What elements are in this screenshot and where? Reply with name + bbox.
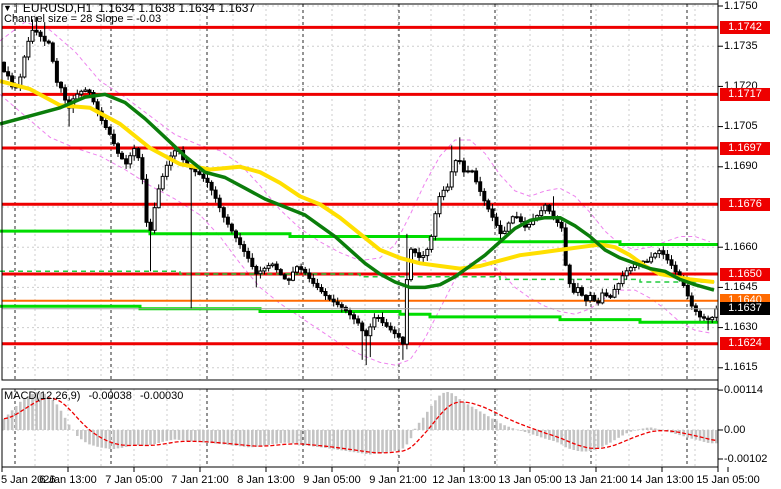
macd-signal-value: -0.00030: [139, 390, 184, 402]
macd-signal-line: [3, 397, 717, 454]
level-price-badge: 1.1676: [720, 197, 770, 211]
dashed-support-line[interactable]: [0, 270, 718, 283]
macd-header: MACD(12,26,9) -0.00038 -0.00030: [4, 390, 188, 402]
level-price-badge: 1.1717: [720, 87, 770, 101]
price-axis-label: 1.1735: [724, 39, 758, 52]
time-axis-label: 13 Jan 05:00: [498, 474, 562, 486]
channel-lower-band: [0, 94, 711, 366]
time-axis-label: 7 Jan 21:00: [171, 474, 229, 486]
axis-ticks: [1, 5, 729, 472]
symbol-dropdown-icon[interactable]: ▼: [3, 3, 17, 13]
macd-axis-label: 0.00114: [724, 383, 763, 396]
time-axis-label: 15 Jan 05:00: [696, 474, 760, 486]
price-axis-label: 1.1615: [724, 361, 758, 374]
level-price-badge: 1.1624: [720, 337, 770, 351]
level-price-badge: 1.1650: [720, 267, 770, 281]
price-axis-label: 1.1720: [724, 79, 758, 92]
channel-band-lines: [0, 21, 711, 366]
price-axis-label: 1.1750: [724, 0, 758, 12]
time-axis-label: 5 Jan 2026: [1, 474, 56, 486]
time-axis-label: 8 Jan 13:00: [237, 474, 295, 486]
price-axis-label: 1.1630: [724, 321, 758, 334]
macd-indicator: [2, 392, 718, 455]
channel-annotation: Channel size = 28 Slope = -0.03: [4, 13, 162, 25]
macd-indicator-label: MACD(12,26,9): [4, 390, 81, 402]
moving-averages: [0, 79, 715, 292]
time-axis-label: 12 Jan 13:00: [432, 474, 496, 486]
day-separator-lines: [14, 4, 688, 467]
ma-green-line: [0, 92, 715, 292]
time-axis-label: 9 Jan 05:00: [303, 474, 361, 486]
price-axis-label: 1.1705: [724, 120, 758, 133]
price-axis-label: 1.1660: [724, 240, 758, 253]
ohlc-readout: 1.1634 1.1638 1.1634 1.1637: [98, 1, 256, 15]
macd-axis-label: 0.00: [724, 423, 746, 436]
level-price-badge: 1.1697: [720, 141, 770, 155]
time-axis-label: 14 Jan 13:00: [630, 474, 694, 486]
pane-borders: [1, 0, 719, 472]
time-axis-label: 6 Jan 13:00: [39, 474, 97, 486]
time-axis-label: 9 Jan 21:00: [369, 474, 427, 486]
symbol-title: EURUSD,H1: [22, 1, 93, 15]
level-price-badge: 1.1742: [720, 20, 770, 34]
grid-lines: [2, 4, 718, 467]
channel-upper-band: [0, 21, 711, 262]
macd-axis-label: -0.00102: [724, 452, 768, 465]
macd-value: -0.00038: [88, 390, 132, 402]
time-axis-label: 13 Jan 21:00: [564, 474, 628, 486]
chart-header: ▼ EURUSD,H1 1.1634 1.1638 1.1634 1.1637: [3, 1, 255, 15]
time-axis-label: 7 Jan 05:00: [105, 474, 163, 486]
candlestick-series: [2, 16, 719, 366]
ma-yellow-line: [0, 79, 715, 284]
price-axis-label: 1.1645: [724, 280, 758, 293]
current-price-badge: 1.1637: [720, 302, 770, 316]
price-axis-label: 1.1690: [724, 160, 758, 173]
